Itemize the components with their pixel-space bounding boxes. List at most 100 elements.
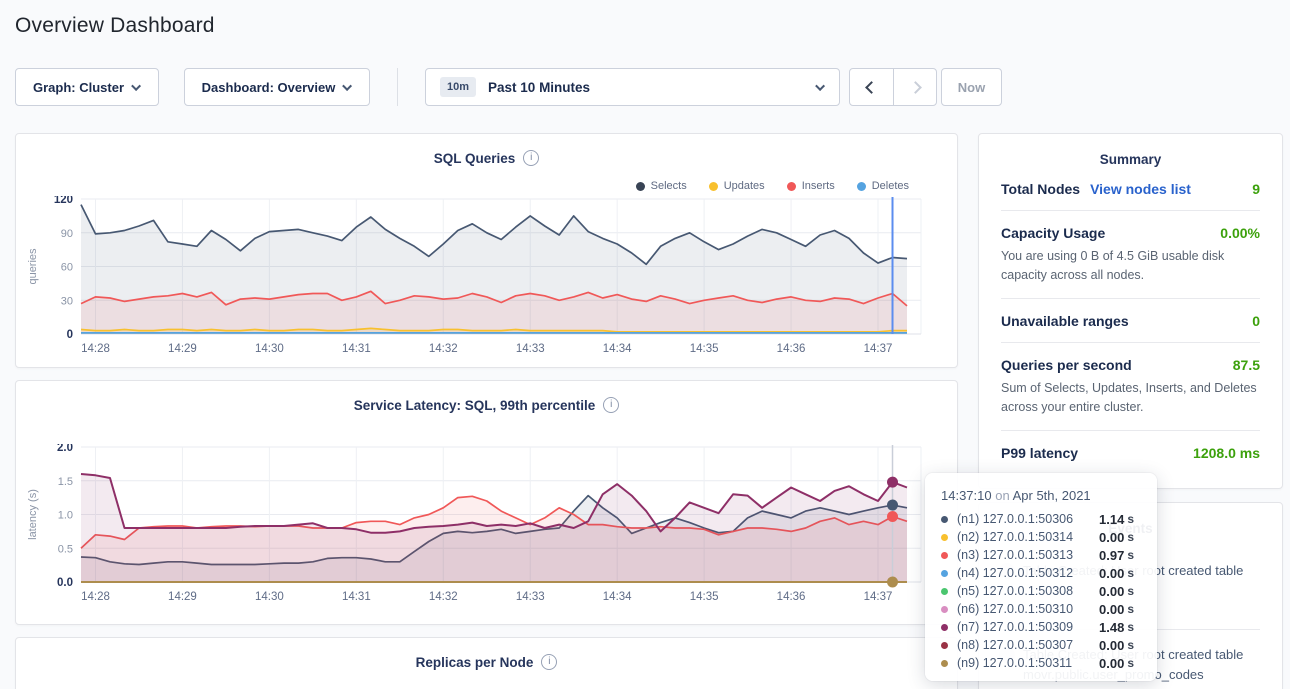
replicas-per-node-title: Replicas per Node — [416, 655, 534, 670]
svg-text:14:35: 14:35 — [690, 591, 719, 603]
graph-dropdown[interactable]: Graph: Cluster — [15, 68, 159, 106]
tooltip-node-row: (n1) 127.0.0.1:503061.14s — [941, 510, 1141, 528]
svg-text:0.0: 0.0 — [57, 577, 73, 589]
node-latency-value: 0.00 — [1099, 656, 1124, 671]
p99-latency-row: P99 latency 1208.0 ms — [1001, 445, 1260, 461]
queries-per-second-label: Queries per second — [1001, 357, 1132, 373]
tooltip-node-row: (n2) 127.0.0.1:503140.00s — [941, 528, 1141, 546]
node-color-dot-icon — [941, 570, 948, 577]
summary-panel: Summary Total Nodes View nodes list 9 Ca… — [978, 133, 1283, 489]
svg-text:14:29: 14:29 — [168, 343, 197, 355]
total-nodes-value: 9 — [1252, 181, 1260, 197]
svg-text:14:37: 14:37 — [864, 343, 893, 355]
summary-title: Summary — [1001, 152, 1260, 167]
service-latency-card: Service Latency: SQL, 99th percentile i … — [15, 380, 958, 625]
legend-item-updates[interactable]: Updates — [709, 180, 765, 192]
tooltip-node-row: (n5) 127.0.0.1:503080.00s — [941, 582, 1141, 600]
info-icon[interactable]: i — [603, 397, 619, 413]
svg-text:14:34: 14:34 — [603, 343, 632, 355]
svg-text:queries: queries — [27, 248, 39, 285]
svg-text:14:28: 14:28 — [81, 343, 110, 355]
replicas-per-node-card: Replicas per Node i — [15, 637, 958, 689]
tooltip-node-row: (n6) 127.0.0.1:503100.00s — [941, 600, 1141, 618]
divider — [1001, 298, 1260, 299]
node-address: (n9) 127.0.0.1:50311 — [957, 656, 1099, 670]
svg-text:14:31: 14:31 — [342, 591, 371, 603]
divider — [1001, 342, 1260, 343]
svg-text:14:31: 14:31 — [342, 343, 371, 355]
time-range-badge: 10m — [440, 77, 476, 97]
now-button[interactable]: Now — [941, 68, 1002, 106]
svg-text:14:30: 14:30 — [255, 591, 284, 603]
chart-hover-tooltip: 14:37:10 on Apr 5th, 2021 (n1) 127.0.0.1… — [925, 473, 1157, 681]
node-address: (n8) 127.0.0.1:50307 — [957, 638, 1099, 652]
node-address: (n2) 127.0.0.1:50314 — [957, 530, 1099, 544]
unavailable-ranges-value: 0 — [1252, 313, 1260, 329]
tooltip-node-row: (n7) 127.0.0.1:503091.48s — [941, 618, 1141, 636]
node-address: (n5) 127.0.0.1:50308 — [957, 584, 1099, 598]
sql-queries-card: SQL Queries i Selects Updates Inserts Delet… — [15, 133, 958, 368]
capacity-usage-value: 0.00% — [1220, 225, 1260, 241]
p99-latency-value: 1208.0 ms — [1193, 445, 1260, 461]
svg-text:14:36: 14:36 — [777, 343, 806, 355]
tooltip-node-row: (n8) 127.0.0.1:503070.00s — [941, 636, 1141, 654]
unavailable-ranges-label: Unavailable ranges — [1001, 313, 1129, 329]
node-address: (n1) 127.0.0.1:50306 — [957, 512, 1099, 526]
svg-text:14:36: 14:36 — [777, 591, 806, 603]
tooltip-rows: (n1) 127.0.0.1:503061.14s(n2) 127.0.0.1:… — [941, 510, 1141, 672]
sql-queries-legend: Selects Updates Inserts Deletes — [636, 180, 909, 192]
tooltip-node-row: (n3) 127.0.0.1:503130.97s — [941, 546, 1141, 564]
svg-text:0.5: 0.5 — [58, 543, 73, 555]
node-address: (n6) 127.0.0.1:50310 — [957, 602, 1099, 616]
page-title: Overview Dashboard — [15, 14, 215, 38]
queries-per-second-value: 87.5 — [1233, 357, 1260, 373]
chevron-left-icon — [865, 81, 878, 94]
unavailable-ranges-row: Unavailable ranges 0 — [1001, 313, 1260, 329]
capacity-usage-desc: You are using 0 B of 4.5 GiB usable disk… — [1001, 247, 1260, 285]
info-icon[interactable]: i — [541, 654, 557, 670]
svg-text:60: 60 — [61, 262, 73, 274]
svg-text:2.0: 2.0 — [57, 444, 73, 454]
svg-text:14:37: 14:37 — [864, 591, 893, 603]
capacity-usage-label: Capacity Usage — [1001, 225, 1105, 241]
svg-text:0: 0 — [67, 329, 73, 341]
node-latency-value: 0.00 — [1099, 638, 1124, 653]
svg-text:1.5: 1.5 — [58, 476, 73, 488]
svg-text:14:33: 14:33 — [516, 343, 545, 355]
node-color-dot-icon — [941, 642, 948, 649]
time-prev-button[interactable] — [850, 69, 893, 105]
time-range-label: Past 10 Minutes — [488, 80, 590, 95]
time-next-button[interactable] — [893, 69, 936, 105]
node-color-dot-icon — [941, 606, 948, 613]
view-nodes-list-link[interactable]: View nodes list — [1090, 181, 1191, 197]
queries-per-second-row: Queries per second 87.5 — [1001, 357, 1260, 373]
svg-text:14:35: 14:35 — [690, 343, 719, 355]
chevron-right-icon — [909, 81, 922, 94]
legend-dot-icon — [709, 182, 718, 191]
sql-queries-title: SQL Queries — [434, 151, 516, 166]
time-range-picker[interactable]: 10m Past 10 Minutes — [425, 68, 840, 106]
node-address: (n3) 127.0.0.1:50313 — [957, 548, 1099, 562]
node-color-dot-icon — [941, 552, 948, 559]
svg-text:1.0: 1.0 — [58, 510, 73, 522]
node-latency-value: 1.48 — [1099, 620, 1124, 635]
node-latency-value: 0.97 — [1099, 548, 1124, 563]
svg-text:14:29: 14:29 — [168, 591, 197, 603]
dashboard-dropdown[interactable]: Dashboard: Overview — [184, 68, 370, 106]
legend-item-selects[interactable]: Selects — [636, 180, 687, 192]
svg-text:14:34: 14:34 — [603, 591, 632, 603]
legend-item-deletes[interactable]: Deletes — [857, 180, 909, 192]
sql-queries-chart: 0306090120queries14:2814:2914:3014:3114:… — [16, 196, 959, 364]
node-color-dot-icon — [941, 516, 948, 523]
svg-text:14:32: 14:32 — [429, 591, 458, 603]
legend-dot-icon — [787, 182, 796, 191]
legend-item-inserts[interactable]: Inserts — [787, 180, 835, 192]
node-color-dot-icon — [941, 588, 948, 595]
svg-text:14:32: 14:32 — [429, 343, 458, 355]
dashboard-controls: Graph: Cluster Dashboard: Overview 10m P… — [15, 68, 1002, 106]
chevron-down-icon — [342, 81, 352, 91]
info-icon[interactable]: i — [523, 150, 539, 166]
node-latency-value: 0.00 — [1099, 584, 1124, 599]
divider — [1001, 210, 1260, 211]
node-latency-value: 0.00 — [1099, 530, 1124, 545]
